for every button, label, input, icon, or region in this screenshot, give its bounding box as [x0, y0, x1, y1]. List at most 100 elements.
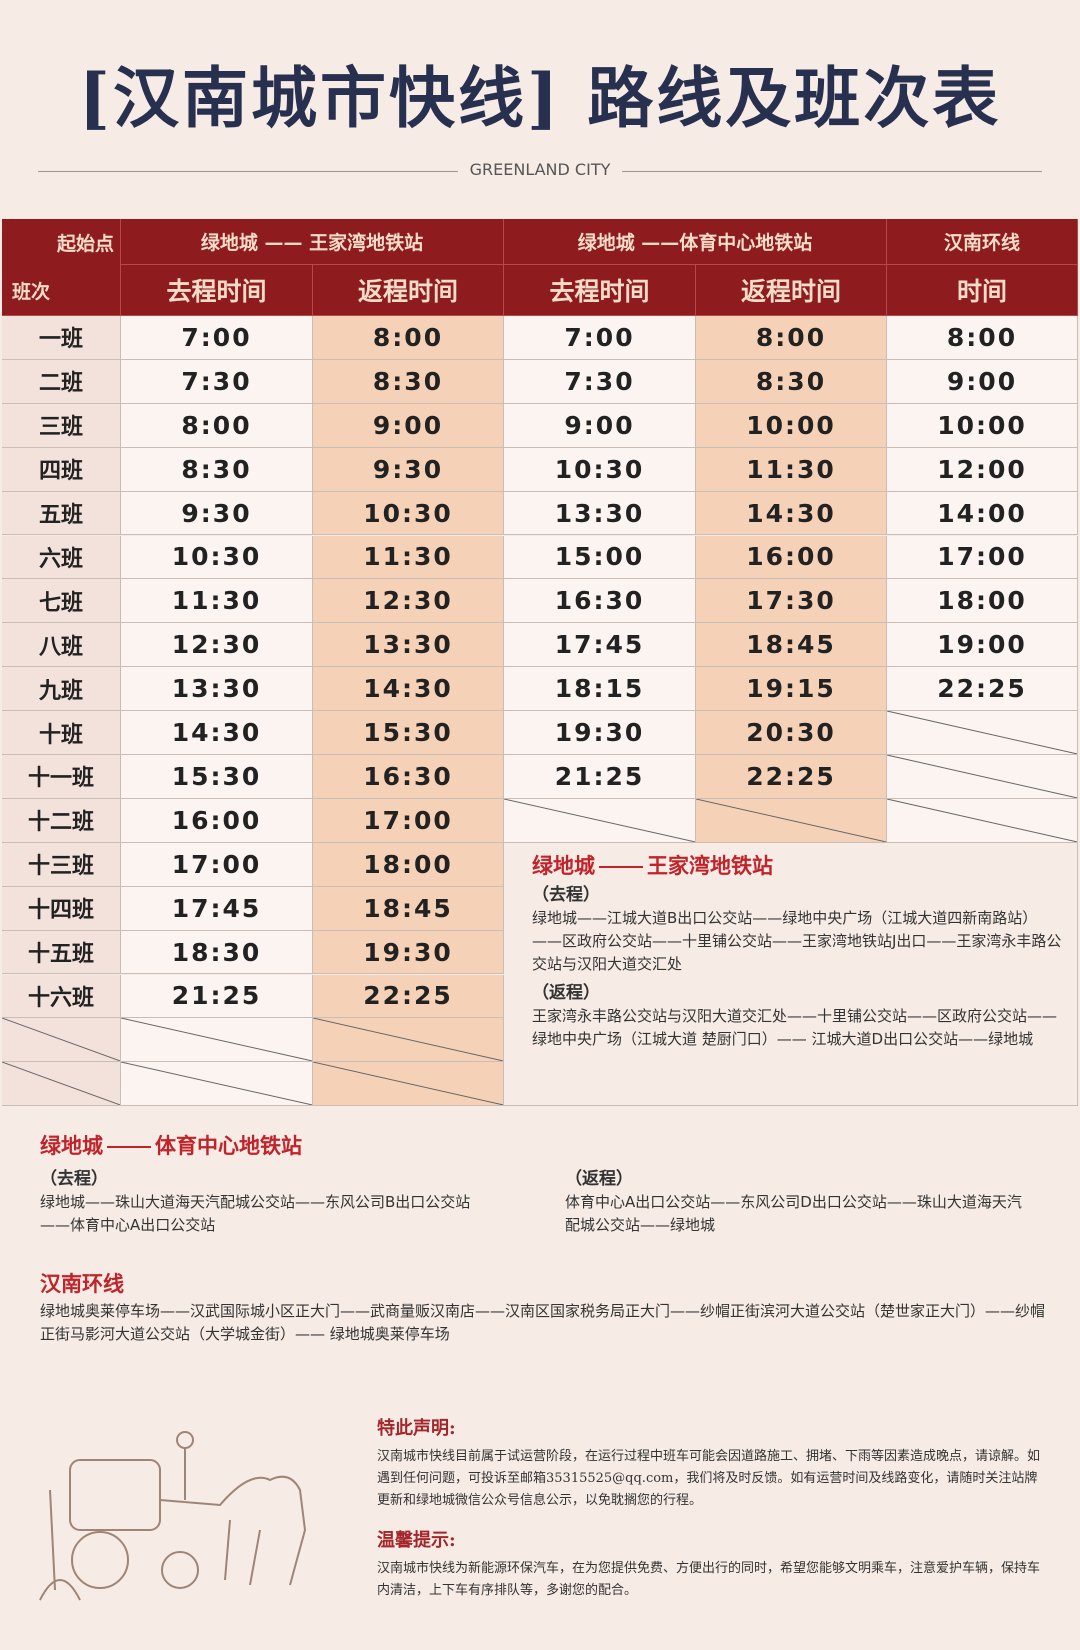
notice-text: 汉南城市快线目前属于试运营阶段，在运行过程中班车可能会因道路施工、拥堵、下雨等因…	[377, 1449, 1041, 1508]
time-cell: 8:30	[696, 359, 887, 404]
time-cell: 10:00	[696, 403, 887, 448]
route-panel: （返程） 体育中心A出口公交站——东风公司D出口公交站——珠山大道海天汽配城公交…	[565, 1162, 1025, 1237]
time-cell: 19:30	[313, 930, 504, 975]
time-cell: 10:30	[121, 535, 313, 580]
cross	[2, 1018, 120, 1061]
time-cell: 21:25	[504, 755, 696, 799]
group-header: 绿地城 —— 王家湾地铁站	[121, 219, 504, 265]
cross	[887, 755, 1077, 798]
notice-title: 特此声明:	[377, 1418, 456, 1439]
section-label: （返程）	[565, 1169, 633, 1189]
row-label: 十一班	[2, 755, 121, 799]
empty-cell	[313, 1018, 504, 1063]
route-title: 绿地城 王家湾地铁站	[532, 855, 1067, 878]
column-header: 时间	[887, 265, 1078, 316]
time-cell: 14:00	[887, 491, 1078, 536]
notices: 特此声明: 汉南城市快线目前属于试运营阶段，在运行过程中班车可能会因道路施工、拥…	[377, 1414, 1047, 1602]
column-header: 去程时间	[121, 265, 313, 316]
time-cell: 11:30	[313, 535, 504, 580]
time-cell: 12:00	[887, 447, 1078, 492]
cross	[696, 799, 886, 842]
row-label: 四班	[2, 447, 121, 492]
time-cell: 22:25	[887, 667, 1078, 712]
time-cell: 17:00	[313, 798, 504, 843]
route-title: 汉南环线	[40, 1272, 124, 1296]
row-label: 八班	[2, 623, 121, 668]
time-cell: 17:00	[121, 842, 313, 887]
time-cell: 14:30	[313, 667, 504, 712]
column-header: 去程时间	[504, 265, 696, 316]
row-label: 十六班	[2, 974, 121, 1019]
empty-cell	[887, 755, 1078, 799]
corner-label: 起始点	[56, 233, 114, 255]
time-cell: 12:30	[313, 579, 504, 624]
time-cell: 18:30	[121, 930, 313, 975]
notice-title: 温馨提示:	[377, 1530, 456, 1551]
route-to: 体育中心地铁站	[155, 1134, 302, 1158]
empty-cell	[887, 798, 1078, 843]
arrow	[107, 1146, 151, 1148]
cross	[504, 799, 695, 842]
time-cell: 18:15	[504, 667, 696, 712]
time-cell: 18:45	[313, 886, 504, 931]
row-label: 九班	[2, 667, 121, 712]
title: [汉南城市快线] 路线及班次表	[78, 59, 1002, 137]
time-cell: 8:30	[121, 447, 313, 492]
group-header: 绿地城 ——体育中心地铁站	[504, 219, 887, 265]
row-label: 七班	[2, 579, 121, 624]
cross	[313, 1018, 503, 1061]
route-stops: 体育中心A出口公交站——东风公司D出口公交站——珠山大道海天汽配城公交站——绿地…	[565, 1193, 1022, 1234]
notice-text: 汉南城市快线为新能源环保汽车，在为您提供免费、方便出行的同时，希望您能够文明乘车…	[377, 1561, 1041, 1598]
time-cell: 20:30	[696, 711, 887, 755]
cross	[313, 1062, 503, 1105]
row-label: 十二班	[2, 798, 121, 843]
illustration	[39, 1431, 307, 1601]
time-cell: 17:45	[504, 623, 696, 668]
route-stops: 绿地城——珠山大道海天汽配城公交站——东风公司B出口公交站——体育中心A出口公交…	[40, 1193, 471, 1234]
row-label: 三班	[2, 403, 121, 448]
route-stops: 王家湾永丰路公交站与汉阳大道交汇处——十里铺公交站——区政府公交站——绿地中央广…	[532, 1007, 1058, 1048]
brand: GREENLAND CITY	[469, 160, 611, 179]
time-cell: 10:00	[887, 403, 1078, 448]
time-cell: 17:45	[121, 886, 313, 931]
cross	[887, 711, 1077, 754]
time-cell: 11:30	[696, 447, 887, 492]
time-cell: 7:00	[121, 316, 313, 360]
time-cell: 15:30	[121, 755, 313, 799]
time-cell: 14:30	[121, 711, 313, 755]
corner-label: 班次	[12, 281, 51, 303]
time-cell: 12:30	[121, 623, 313, 668]
time-cell: 9:00	[504, 403, 696, 448]
empty-cell	[696, 798, 887, 843]
time-cell: 14:30	[696, 491, 887, 536]
time-cell: 16:00	[121, 798, 313, 843]
time-cell: 22:25	[696, 755, 887, 799]
column-header: 返程时间	[696, 265, 887, 316]
time-cell: 10:30	[313, 491, 504, 536]
group-header: 汉南环线	[887, 219, 1078, 265]
time-cell: 18:45	[696, 623, 887, 668]
empty-cell	[504, 798, 696, 843]
time-cell: 9:00	[887, 359, 1078, 404]
cross	[887, 799, 1077, 842]
section-label: （去程）	[532, 885, 600, 905]
section-label: （去程）	[40, 1169, 108, 1189]
column-header: 返程时间	[313, 265, 504, 316]
time-cell: 7:30	[504, 359, 696, 404]
time-cell: 9:30	[313, 447, 504, 492]
row-label: 二班	[2, 359, 121, 404]
time-cell: 18:00	[887, 579, 1078, 624]
time-cell: 7:00	[504, 316, 696, 360]
section-label: （返程）	[532, 983, 600, 1003]
empty-cell	[2, 1018, 121, 1063]
time-cell: 21:25	[121, 974, 313, 1019]
time-cell: 8:00	[696, 316, 887, 360]
route-stops: 绿地城——江城大道B出口公交站——绿地中央广场（江城大道四新南路站）——区政府公…	[532, 909, 1062, 973]
timetable: 起始点 班次 绿地城 —— 王家湾地铁站 绿地城 ——体育中心地铁站 汉南环线 去程时间返…	[2, 219, 1078, 1107]
empty-cell	[121, 1062, 313, 1107]
time-cell: 15:30	[313, 711, 504, 755]
arrow	[599, 866, 643, 868]
route-from: 绿地城	[532, 854, 595, 878]
time-cell: 9:30	[121, 491, 313, 536]
